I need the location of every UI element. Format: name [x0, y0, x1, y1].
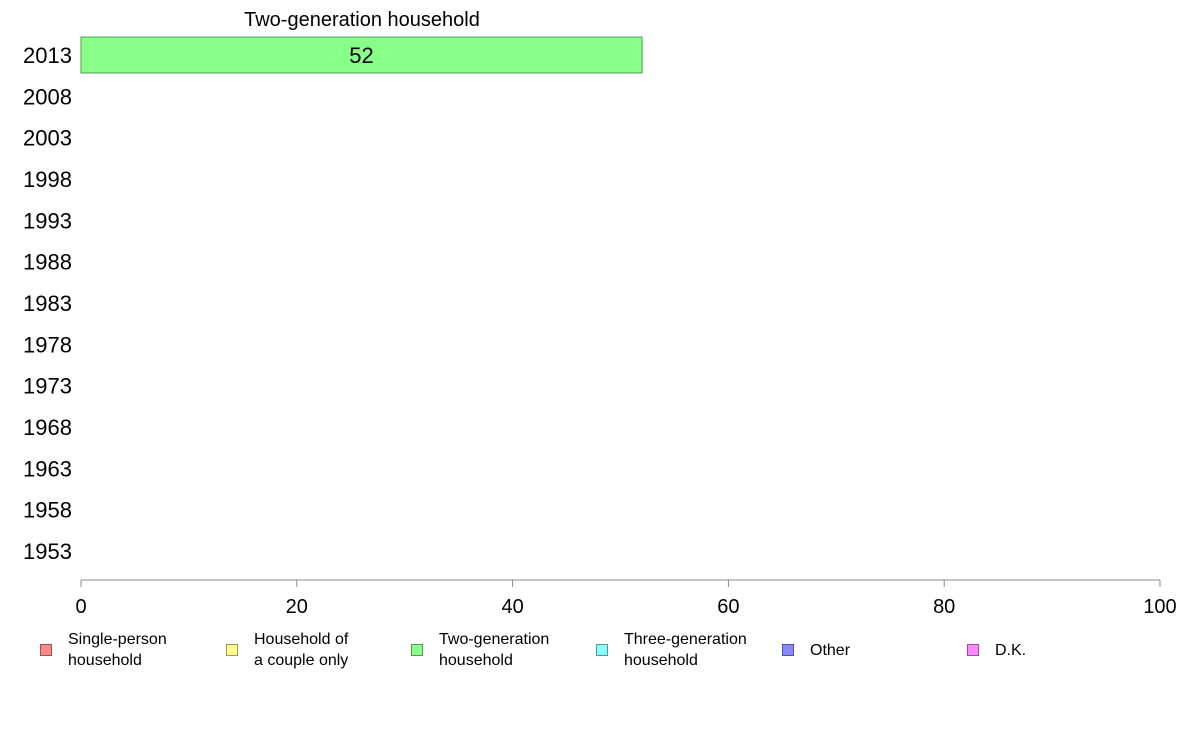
legend-item-three-generation: Three-generation household [596, 628, 747, 672]
legend-item-other: Other [782, 628, 850, 672]
y-tick-label: 2013 [23, 43, 72, 68]
legend-item-dk: D.K. [967, 628, 1026, 672]
x-tick-label: 80 [933, 596, 955, 618]
legend-label: Single-person household [68, 631, 167, 669]
legend-label: Household of a couple only [254, 631, 349, 669]
legend-swatch [411, 644, 423, 656]
legend-item-two-generation: Two-generation household [411, 628, 549, 672]
bar-data-label: 52 [349, 43, 373, 68]
legend-swatch [40, 644, 52, 656]
legend: Single-person household Household of a c… [0, 628, 1188, 678]
x-tick-label: 20 [286, 596, 308, 618]
legend-item-couple-only: Household of a couple only [226, 628, 348, 672]
y-tick-label: 1993 [23, 208, 72, 233]
y-tick-label: 1973 [23, 374, 72, 399]
legend-item-single-person: Single-person household [40, 628, 167, 672]
legend-label: Other [810, 641, 851, 659]
y-tick-label: 1978 [23, 332, 72, 357]
legend-swatch [596, 644, 608, 656]
x-tick-label: 0 [75, 596, 86, 618]
y-tick-label: 1968 [23, 415, 72, 440]
y-tick-label: 1963 [23, 456, 72, 481]
y-tick-label: 1953 [23, 539, 72, 564]
y-tick-label: 1983 [23, 291, 72, 316]
chart-title: Two-generation household [244, 9, 480, 31]
legend-swatch [226, 644, 238, 656]
y-tick-label: 2008 [23, 84, 72, 109]
y-tick-label: 2003 [23, 126, 72, 151]
legend-label: D.K. [995, 641, 1027, 659]
legend-label: Two-generation household [439, 631, 550, 669]
x-tick-label: 100 [1143, 596, 1176, 618]
x-tick-label: 60 [717, 596, 739, 618]
bar [80, 36, 643, 74]
legend-swatch [967, 644, 979, 656]
y-tick-label: 1988 [23, 250, 72, 275]
chart-svg: Two-generation household 2013 2008 2003 199… [23, 9, 1177, 618]
x-tick-label: 40 [501, 596, 523, 618]
y-tick-label: 1958 [23, 498, 72, 523]
legend-swatch [782, 644, 794, 656]
legend-label: Three-generation household [624, 631, 747, 669]
y-tick-label: 1998 [23, 167, 72, 192]
